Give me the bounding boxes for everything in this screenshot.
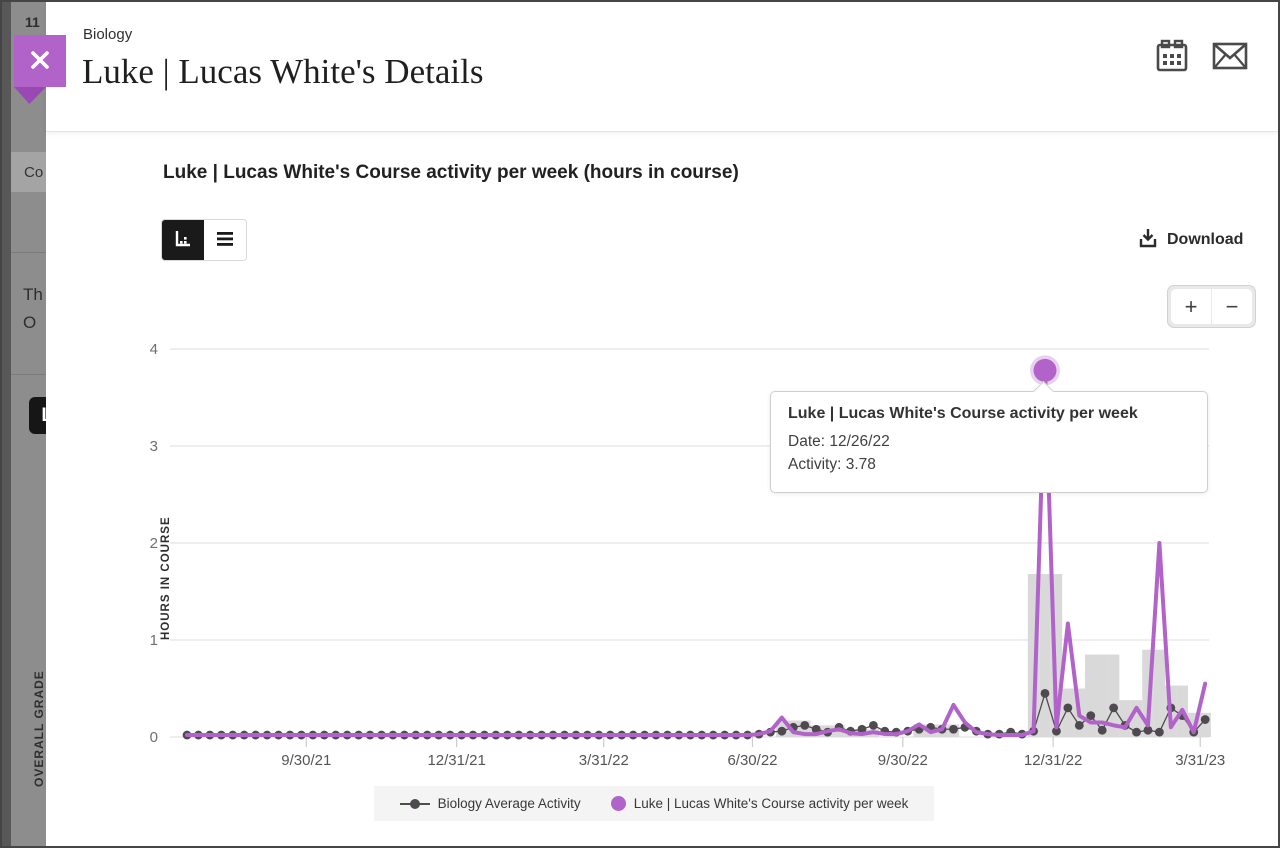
average-series-marker-icon [399, 798, 430, 809]
chart-zoom-controls: + − [1167, 285, 1256, 328]
svg-text:12/31/21: 12/31/21 [427, 752, 485, 769]
svg-text:3: 3 [150, 438, 158, 455]
legend-item-student[interactable]: Luke | Lucas White's Course activity per… [610, 796, 909, 811]
divider [11, 374, 46, 375]
student-series-marker-icon [610, 796, 626, 811]
background-student-badge: L [29, 397, 46, 434]
close-button[interactable] [14, 35, 66, 87]
tooltip-activity: Activity: 3.78 [788, 456, 876, 474]
background-sidebar [2, 2, 11, 846]
zoom-in-button[interactable]: + [1171, 289, 1211, 324]
svg-text:12/31/22: 12/31/22 [1024, 752, 1082, 769]
svg-text:9/30/21: 9/30/21 [281, 752, 331, 769]
zoom-out-button[interactable]: − [1212, 289, 1252, 324]
course-name: Biology [83, 26, 133, 43]
svg-text:6/30/22: 6/30/22 [727, 752, 777, 769]
legend-label: Biology Average Activity [437, 796, 581, 811]
calendar-button[interactable] [1150, 35, 1194, 79]
view-toggle [161, 219, 247, 261]
tooltip-title: Luke | Lucas White's Course activity per… [788, 405, 1138, 422]
divider [11, 252, 46, 253]
dimmed-background: 11 Co Th O L OVERALL GRADE [11, 2, 46, 846]
legend-label: Luke | Lucas White's Course activity per… [633, 796, 909, 811]
svg-text:3/31/23: 3/31/23 [1175, 752, 1225, 769]
panel-header: Biology Luke | Lucas White's Details [46, 2, 1278, 132]
download-icon [1137, 227, 1159, 254]
message-button[interactable] [1208, 35, 1252, 79]
overall-grade-label: OVERALL GRADE [32, 670, 46, 787]
page-title: Luke | Lucas White's Details [82, 52, 484, 91]
chart-legend: Biology Average Activity Luke | Lucas Wh… [374, 786, 934, 821]
envelope-icon [1212, 42, 1248, 73]
chart-view-button[interactable] [162, 220, 204, 260]
download-button[interactable]: Download [1131, 224, 1249, 256]
svg-text:0: 0 [150, 729, 158, 746]
tooltip-date: Date: 12/26/22 [788, 433, 890, 450]
download-label: Download [1167, 231, 1244, 248]
legend-item-average[interactable]: Biology Average Activity [399, 796, 581, 811]
svg-text:2: 2 [150, 535, 158, 552]
svg-text:1: 1 [150, 632, 158, 649]
background-text-line: O [23, 313, 37, 332]
calendar-icon [1155, 38, 1189, 77]
chart-tooltip: Luke | Lucas White's Course activity per… [770, 380, 1208, 493]
svg-text:3/31/22: 3/31/22 [579, 752, 629, 769]
background-partial-number: 11 [25, 14, 40, 30]
bar-chart-icon [173, 229, 193, 252]
list-icon [215, 230, 235, 251]
svg-text:4: 4 [150, 341, 158, 358]
close-icon [28, 48, 52, 75]
background-breadcrumb: Co [11, 152, 46, 192]
background-text-line: Th [23, 285, 43, 304]
activity-chart[interactable]: 4 3 2 1 0 9/30/21 12/31/21 3/31/22 6/30/22 9/30/2… [142, 335, 1242, 785]
chart-section-title: Luke | Lucas White's Course activity per… [163, 162, 739, 183]
svg-text:9/30/22: 9/30/22 [878, 752, 928, 769]
table-view-button[interactable] [204, 220, 246, 260]
